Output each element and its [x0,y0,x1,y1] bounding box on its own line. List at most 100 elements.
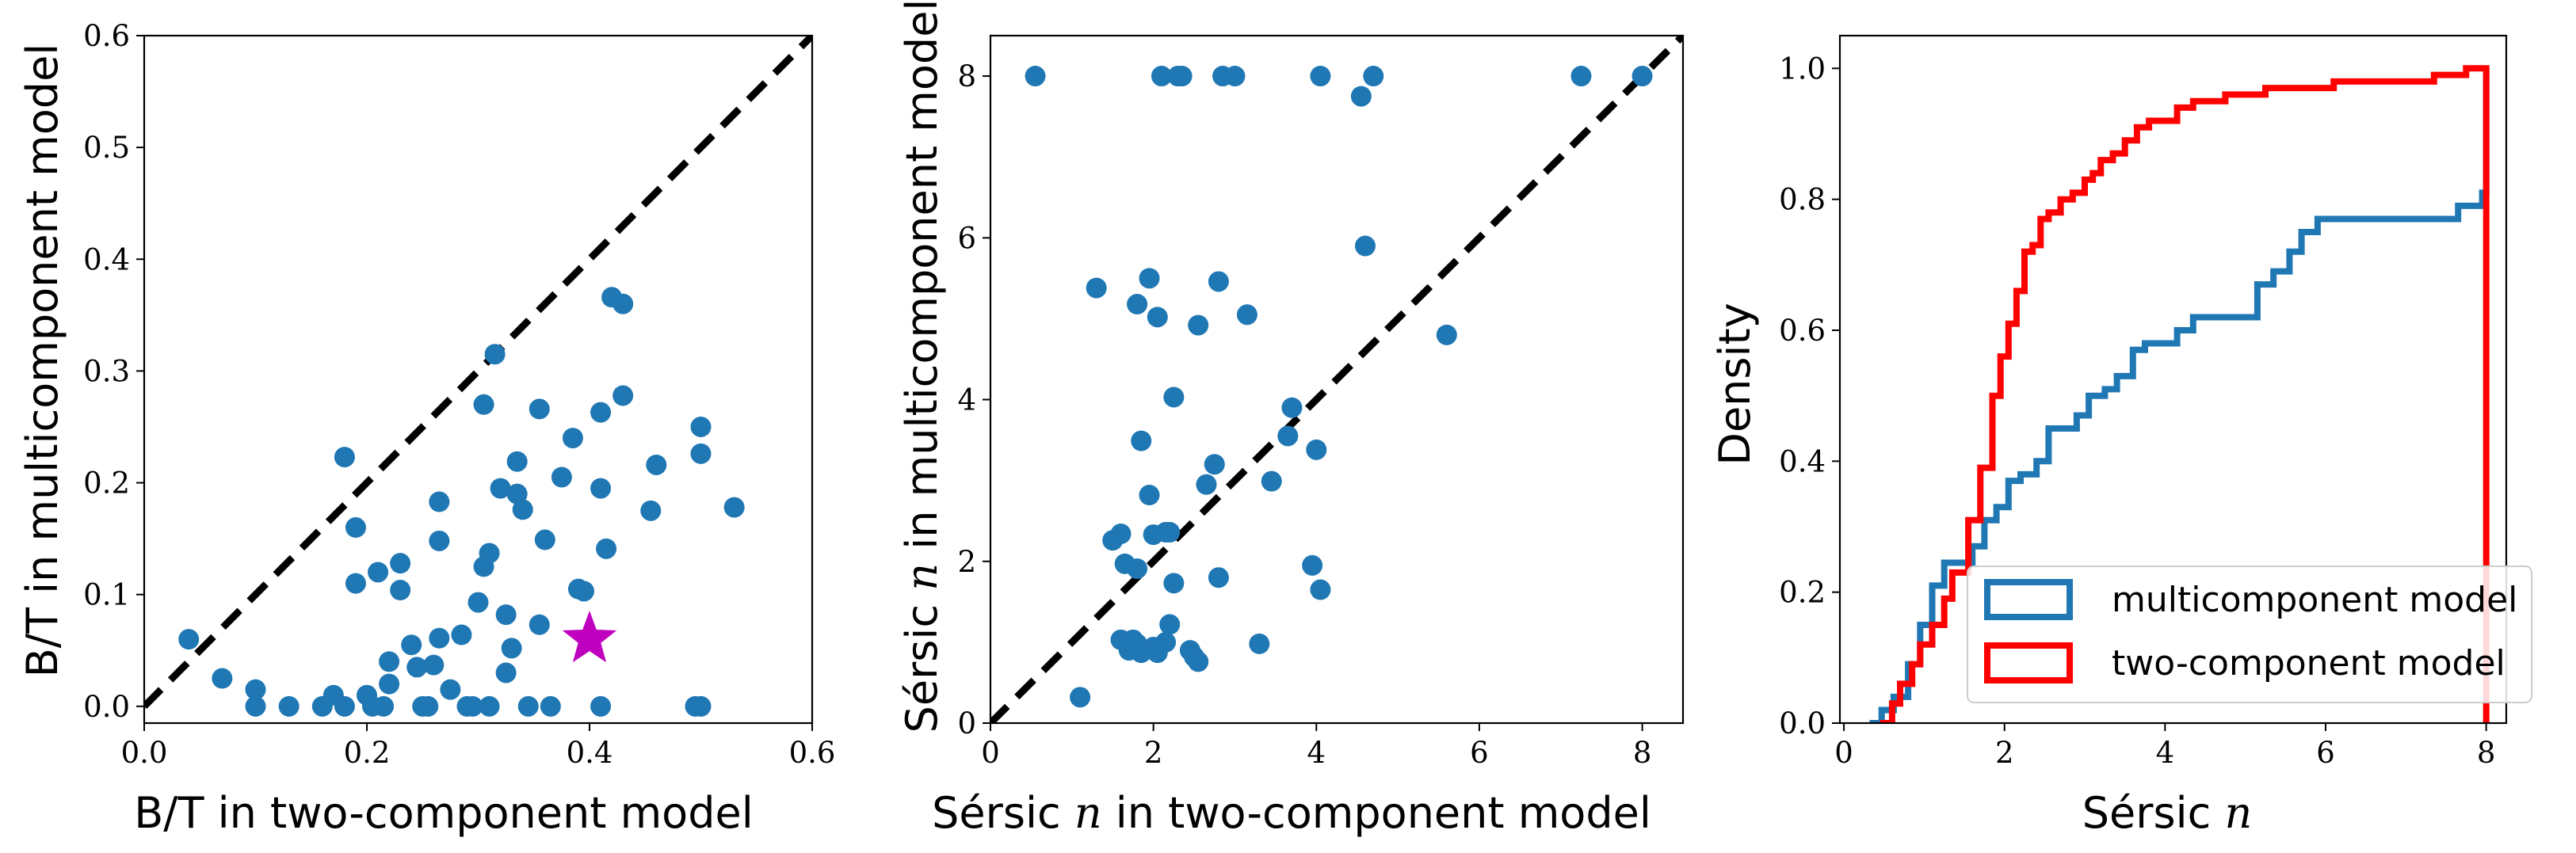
plot-frame [143,34,814,725]
panel-1: 0.0 0.2 0.4 0.6 0.0 0.1 0.2 0.3 0.4 0.5 0.6 B/T in… [17,19,835,838]
data-point [418,695,439,717]
data-point [1306,439,1327,460]
data-point [551,466,572,488]
data-point [345,573,366,594]
panel-2-xlabel: Sérsic n in two-component model [932,788,1651,838]
x-tick-label: 0.2 [344,736,391,770]
legend-label-two-component: two-component model [2112,643,2505,684]
y-tick-label: 0.6 [83,19,130,53]
y-tick-label: 0.1 [83,578,130,612]
data-point [613,385,634,406]
data-point [506,483,528,505]
plot-frame [989,34,1685,725]
x-tick-label: 0 [981,736,1000,770]
data-point [1127,294,1148,315]
x-tick-label: 2 [1144,736,1163,770]
data-point [495,662,517,684]
data-point [1163,573,1185,594]
data-point [406,657,428,678]
data-point [345,517,366,539]
data-point [1025,66,1046,87]
y-tick-label: 0.4 [83,242,130,276]
data-point [1159,614,1181,635]
data-point [1363,66,1384,87]
data-point [1155,631,1177,653]
panel-1-plot-area: 0.0 0.2 0.4 0.6 0.0 0.1 0.2 0.3 0.4 0.5 0.6 [83,19,835,770]
data-point [529,398,550,420]
y-tick-label: 0.3 [83,354,130,388]
plot-frame [1838,34,2508,725]
data-point [1188,651,1209,672]
x-tick-label: 4 [1307,736,1326,770]
data-point [1159,522,1181,543]
y-tick-label: 0 [957,706,976,741]
panel-1-ylabel: B/T in multicomponent model [17,44,67,678]
data-point [245,695,266,717]
series-line [1869,68,2490,723]
panel-3-ylabel: Density [1710,303,1760,465]
y-tick-label: 4 [957,383,976,417]
data-point [401,634,422,656]
data-point [278,695,300,717]
data-point [640,500,662,521]
data-layer [990,36,1683,723]
data-point [690,416,712,437]
data-point [1196,474,1217,495]
data-point [429,491,450,512]
data-point [451,624,472,645]
data-point [484,344,506,365]
x-tick-label: 0.4 [567,736,613,770]
data-point [423,654,445,676]
data-point [1310,579,1331,600]
data-point [512,499,533,520]
y-tick-label: 0.2 [83,466,130,501]
y-tick-label: 6 [957,221,976,255]
data-point [1147,307,1168,328]
data-point [479,543,500,564]
data-point [529,614,550,635]
data-point [1171,66,1193,87]
y-tick-label: 0.5 [83,131,130,165]
x-tick-label: 8 [1633,736,1652,770]
data-point [1249,633,1270,654]
data-point [1354,235,1376,257]
data-point [1436,324,1457,345]
data-point [1127,558,1148,579]
data-point [379,673,400,695]
data-point [1277,425,1299,447]
data-point [429,530,450,551]
data-point [495,604,517,626]
legend-swatch-two-component [1984,642,2073,684]
x-tick-label: 0.0 [121,736,168,770]
data-point [690,695,712,717]
y-tick-label: 2 [957,545,976,579]
x-tick-label: 0 [1834,736,1853,770]
data-point [1302,554,1323,576]
x-tick-label: 2 [1995,736,2014,770]
data-point [1110,524,1132,545]
data-point [334,447,355,468]
data-point [562,428,583,449]
y-tick-label: 0.0 [1779,706,1826,741]
data-point [245,679,266,700]
data-point [1163,387,1185,408]
data-point [590,402,612,423]
identity-line [144,36,812,710]
data-layer [144,36,812,717]
panel-3-plot-area: 0 2 4 6 8 0.0 0.2 0.4 0.6 0.8 1.0 [1779,34,2508,770]
series-line [1880,65,2490,723]
data-point [690,443,712,464]
data-point [1261,470,1282,492]
data-point [1236,304,1257,326]
y-tick-label: 0.6 [1779,314,1826,348]
data-point [596,538,617,559]
panel-1-xlabel: B/T in two-component model [134,788,753,838]
data-point [390,553,411,574]
data-point [440,679,461,700]
data-point [534,529,555,550]
data-point [390,580,411,601]
x-tick-label: 0.6 [789,736,836,770]
y-tick-label: 0.2 [1779,576,1826,610]
panel-2-plot-area: 0 2 4 6 8 0 2 4 6 8 [957,34,1685,770]
legend-label-multicomponent: multicomponent model [2112,580,2517,620]
